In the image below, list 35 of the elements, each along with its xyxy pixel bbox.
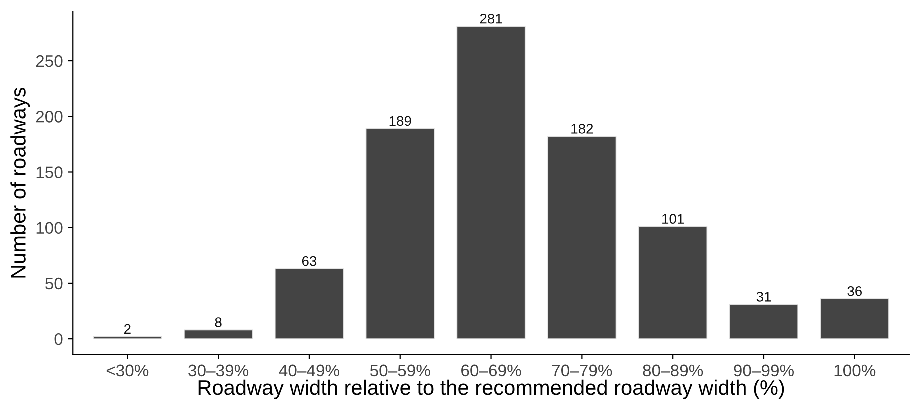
x-tick-label: 70–79%: [552, 364, 612, 377]
data-label: 281: [480, 14, 502, 24]
x-tick-label: <30%: [106, 364, 149, 377]
data-label: 182: [572, 124, 594, 134]
y-tick-label: 50: [46, 278, 63, 290]
data-label: 36: [848, 286, 862, 296]
x-tick-label: 60–69%: [462, 364, 522, 377]
bar: [729, 304, 798, 340]
bar: [274, 268, 344, 340]
y-tick-label: 150: [36, 166, 63, 178]
y-tick-label: 0: [54, 333, 63, 346]
x-tick-label: 90–99%: [734, 364, 794, 377]
bar: [93, 336, 162, 340]
bar: [456, 26, 526, 340]
y-axis-title: Number of roadways: [10, 88, 30, 278]
data-label: 8: [215, 318, 222, 328]
bar: [184, 330, 254, 340]
x-axis-title: Roadway width relative to the recommended roadway width (%): [198, 380, 784, 400]
data-label: 101: [662, 214, 684, 224]
x-tick-label: 100%: [834, 364, 876, 377]
y-tick-label: 200: [36, 111, 63, 123]
x-tick-label: 30–39%: [188, 364, 249, 377]
y-tick-label: 100: [36, 222, 63, 234]
x-tick-label: 40–49%: [279, 364, 340, 377]
y-tick-label: 250: [36, 55, 63, 68]
bar: [820, 298, 890, 340]
data-label: 31: [756, 292, 772, 302]
x-tick-label: 80–89%: [643, 364, 704, 377]
x-tick-label: 50–59%: [370, 364, 430, 377]
bar: [638, 226, 708, 340]
data-label: 2: [124, 324, 131, 334]
data-label: 63: [302, 256, 317, 266]
bar: [366, 128, 435, 340]
data-label: 189: [390, 116, 412, 126]
bar: [548, 136, 617, 340]
